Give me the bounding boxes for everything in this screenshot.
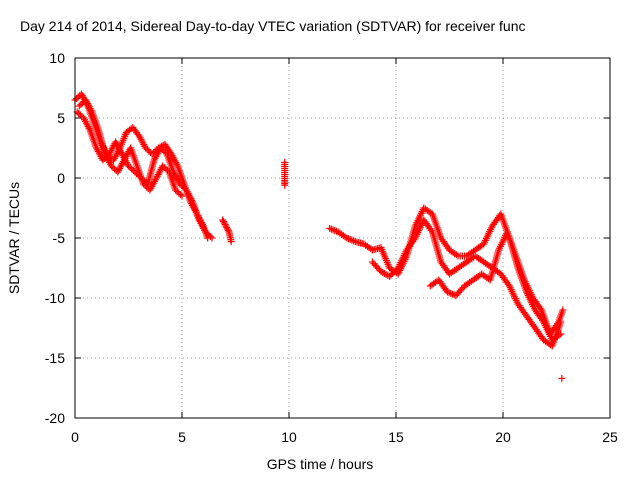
data-point bbox=[160, 147, 168, 155]
data-point bbox=[125, 162, 132, 170]
x-tick-label: 0 bbox=[71, 429, 79, 445]
data-point bbox=[350, 237, 358, 245]
data-point bbox=[139, 180, 147, 188]
data-point bbox=[162, 165, 170, 173]
x-tick-label: 20 bbox=[495, 429, 511, 445]
data-point bbox=[206, 233, 214, 240]
data-point bbox=[109, 164, 117, 171]
data-point bbox=[178, 192, 186, 200]
data-point bbox=[221, 221, 229, 228]
data-point bbox=[504, 280, 512, 288]
y-tick-label: -20 bbox=[45, 410, 65, 426]
data-point bbox=[141, 182, 149, 189]
data-point bbox=[99, 156, 107, 164]
data-point bbox=[208, 234, 216, 242]
x-tick-label: 25 bbox=[602, 429, 618, 445]
chart-title: Day 214 of 2014, Sidereal Day-to-day VTE… bbox=[20, 18, 526, 34]
x-axis-label: GPS time / hours bbox=[266, 456, 374, 472]
data-point bbox=[450, 291, 458, 299]
data-point bbox=[348, 236, 356, 244]
data-point bbox=[445, 289, 453, 297]
axis-ticks: 0 5 10 15 20 25 10 5 0 -5 -10 -15 -20 bbox=[45, 50, 618, 445]
data-point bbox=[85, 124, 93, 132]
data-point bbox=[160, 164, 168, 171]
data-point bbox=[202, 228, 210, 236]
x-tick-label: 5 bbox=[178, 429, 186, 445]
data-point bbox=[75, 110, 83, 117]
data-point bbox=[173, 160, 181, 168]
data-point bbox=[148, 150, 156, 158]
data-point bbox=[107, 162, 115, 170]
data-point bbox=[223, 224, 231, 231]
data-point bbox=[220, 219, 228, 227]
x-tick-label: 10 bbox=[281, 429, 297, 445]
data-markers bbox=[71, 90, 567, 382]
data-point bbox=[281, 181, 289, 189]
data-point bbox=[77, 101, 85, 108]
data-point bbox=[219, 216, 227, 224]
data-point bbox=[331, 227, 339, 235]
y-axis-label: SDTVAR / TECUs bbox=[6, 181, 22, 295]
data-point bbox=[76, 111, 84, 119]
data-point bbox=[346, 235, 354, 243]
data-point bbox=[344, 235, 352, 243]
data-point bbox=[157, 144, 165, 152]
data-point bbox=[558, 374, 566, 382]
data-point bbox=[223, 225, 231, 233]
y-tick-label: -5 bbox=[53, 230, 66, 246]
data-point bbox=[179, 183, 187, 191]
y-tick-label: 10 bbox=[49, 50, 65, 66]
data-point bbox=[227, 238, 235, 246]
data-point bbox=[143, 146, 151, 153]
data-point bbox=[142, 144, 150, 152]
data-point bbox=[222, 222, 230, 230]
data-point bbox=[205, 231, 213, 239]
data-point bbox=[452, 251, 460, 259]
y-tick-label: -10 bbox=[45, 290, 65, 306]
data-point bbox=[75, 102, 83, 110]
data-point bbox=[188, 196, 196, 204]
data-point bbox=[87, 106, 95, 114]
x-tick-label: 15 bbox=[388, 429, 404, 445]
data-point bbox=[427, 226, 435, 234]
data-point bbox=[329, 226, 337, 234]
data-point bbox=[224, 227, 232, 234]
data-point bbox=[536, 304, 544, 312]
y-tick-label: 0 bbox=[57, 170, 65, 186]
data-point bbox=[559, 306, 567, 314]
data-point bbox=[326, 224, 334, 232]
data-point bbox=[219, 218, 227, 225]
data-point bbox=[343, 234, 351, 242]
data-point bbox=[177, 182, 185, 189]
grid bbox=[75, 58, 610, 418]
y-tick-label: 5 bbox=[57, 110, 65, 126]
data-point bbox=[176, 180, 184, 188]
data-point bbox=[176, 191, 184, 198]
data-point bbox=[158, 146, 166, 153]
data-point bbox=[126, 164, 134, 171]
data-point bbox=[159, 162, 167, 170]
data-point bbox=[73, 95, 81, 102]
data-point bbox=[172, 186, 180, 194]
data-point bbox=[447, 289, 455, 297]
data-point bbox=[327, 225, 335, 233]
data-point bbox=[553, 320, 561, 328]
data-point bbox=[128, 165, 136, 173]
data-point bbox=[175, 189, 183, 197]
data-point bbox=[145, 147, 153, 155]
data-point bbox=[443, 288, 451, 296]
data-point bbox=[410, 236, 418, 244]
y-tick-label: -15 bbox=[45, 350, 65, 366]
data-point bbox=[173, 188, 181, 195]
data-point bbox=[203, 230, 211, 237]
